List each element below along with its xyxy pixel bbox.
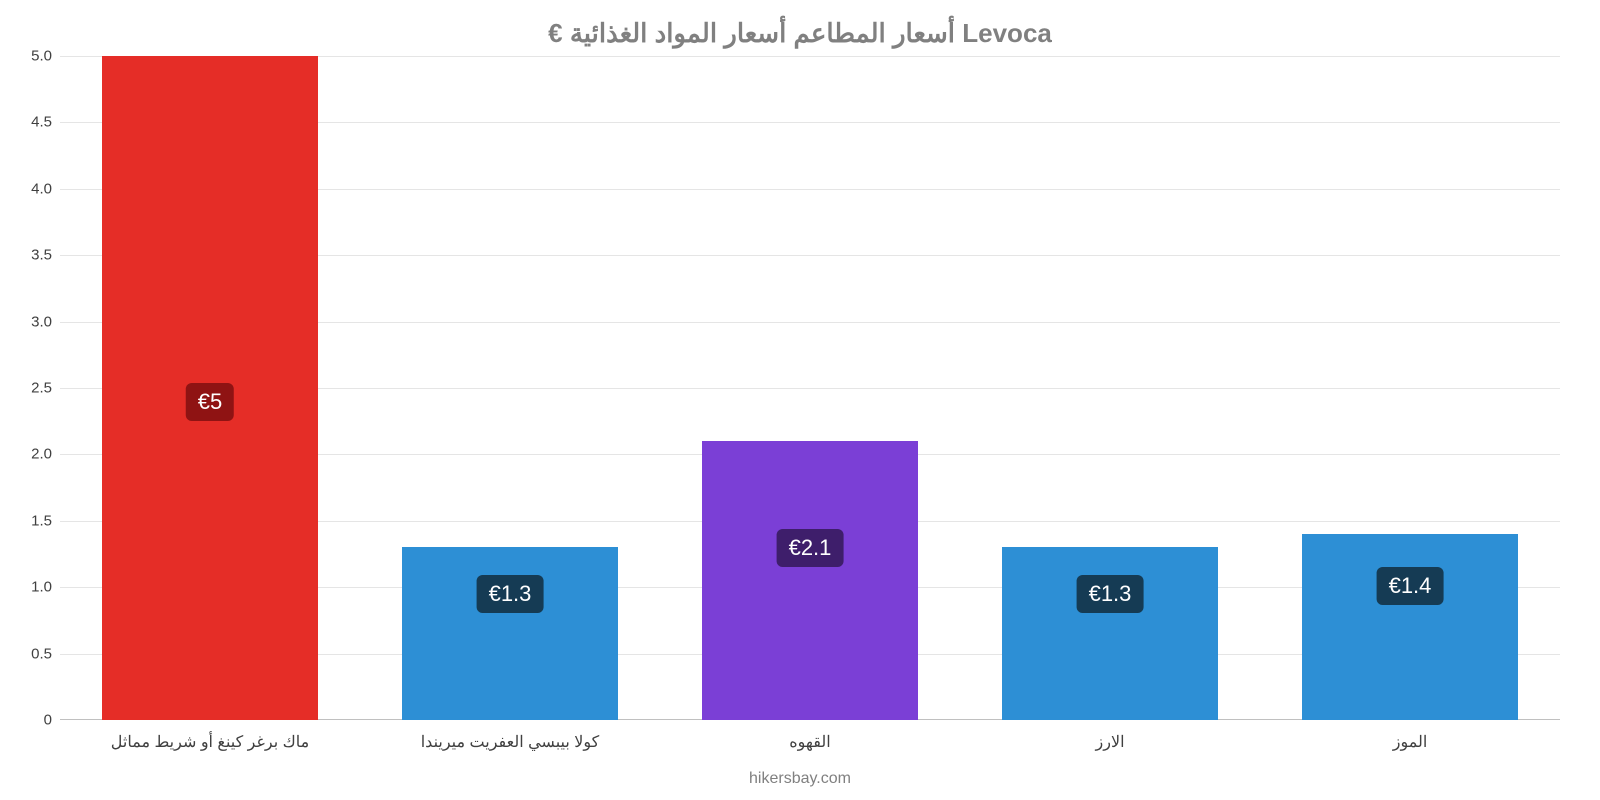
bar-value-badge: €1.4 [1377, 567, 1444, 605]
y-tick-label: 0.5 [31, 645, 52, 662]
plot-area: 00.51.01.52.02.53.03.54.04.55.0€5ماك برغ… [60, 56, 1560, 720]
bar: €1.3 [1002, 547, 1218, 720]
bar: €5 [102, 56, 318, 720]
bar-value-badge: €1.3 [477, 575, 544, 613]
bar-value-badge: €5 [186, 383, 234, 421]
bar-value-badge: €1.3 [1077, 575, 1144, 613]
x-category-label: كولا بيبسي العفريت ميريندا [421, 732, 600, 752]
y-tick-label: 3.0 [31, 313, 52, 330]
x-category-label: القهوه [789, 732, 830, 752]
chart-container: € أسعار المطاعم أسعار المواد الغذائية Le… [0, 0, 1600, 800]
y-tick-label: 1.0 [31, 579, 52, 596]
bar: €2.1 [702, 441, 918, 720]
bar: €1.4 [1302, 534, 1518, 720]
y-tick-label: 0 [44, 712, 52, 729]
y-tick-label: 2.5 [31, 380, 52, 397]
x-category-label: الموز [1393, 732, 1428, 752]
x-category-label: ماك برغر كينغ أو شريط مماثل [111, 732, 309, 752]
y-tick-label: 4.5 [31, 114, 52, 131]
y-tick-label: 4.0 [31, 180, 52, 197]
y-tick-label: 3.5 [31, 247, 52, 264]
bar-value-badge: €2.1 [777, 529, 844, 567]
footer-text: hikersbay.com [0, 770, 1600, 788]
chart-title: € أسعار المطاعم أسعار المواد الغذائية Le… [0, 18, 1600, 49]
y-tick-label: 5.0 [31, 48, 52, 65]
y-tick-label: 1.5 [31, 512, 52, 529]
x-category-label: الارز [1095, 732, 1124, 752]
y-tick-label: 2.0 [31, 446, 52, 463]
bar: €1.3 [402, 547, 618, 720]
